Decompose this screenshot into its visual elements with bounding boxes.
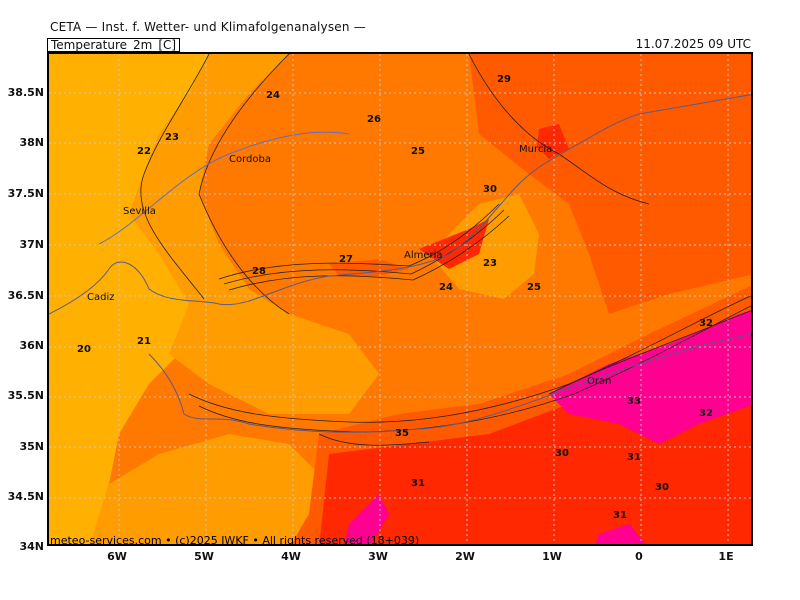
lat-label: 34.5N bbox=[7, 490, 44, 503]
field-20 bbox=[49, 54, 209, 544]
lat-label: 34N bbox=[19, 540, 44, 553]
lon-label: 1W bbox=[542, 550, 562, 563]
parameter-label: Temperature_2m_[C] bbox=[47, 38, 181, 52]
field-30-murcia bbox=[537, 124, 569, 159]
isotherm-label: 25 bbox=[527, 282, 541, 293]
isotherm-label: 32 bbox=[699, 408, 713, 419]
lon-label: 0 bbox=[635, 550, 643, 563]
parameter-bar: Temperature_2m_[C] 11.07.2025 09 UTC bbox=[47, 37, 753, 52]
isotherm-label: 26 bbox=[367, 114, 381, 125]
city-label: Cadiz bbox=[87, 292, 115, 303]
lon-label: 5W bbox=[194, 550, 214, 563]
coastline-spain bbox=[49, 94, 751, 315]
field-30-almeria bbox=[419, 219, 489, 269]
coastline-africa bbox=[148, 334, 751, 433]
temperature-map: Cordoba Sevilla Cadiz Murcia Almeria Ora… bbox=[47, 52, 753, 546]
lat-label: 35N bbox=[19, 440, 44, 453]
river bbox=[98, 131, 350, 245]
isotherm-label: 23 bbox=[483, 258, 497, 269]
field-24-south bbox=[90, 434, 319, 544]
copyright-footer: meteo-services.com • (c)2025 IWKF • All … bbox=[50, 534, 420, 547]
city-label: Almeria bbox=[404, 250, 443, 261]
lat-label: 37N bbox=[19, 238, 44, 251]
isotherm-label: 35 bbox=[395, 428, 409, 439]
isotherm-label: 33 bbox=[627, 396, 641, 407]
isotherm-label: 20 bbox=[77, 344, 91, 355]
city-label: Sevilla bbox=[123, 206, 156, 217]
map-canvas bbox=[49, 54, 751, 544]
lat-label: 36.5N bbox=[7, 289, 44, 302]
lat-label: 38N bbox=[19, 136, 44, 149]
lat-label: 35.5N bbox=[7, 389, 44, 402]
isotherm-label: 31 bbox=[411, 478, 425, 489]
isotherm-label: 30 bbox=[655, 482, 669, 493]
lon-label: 4W bbox=[281, 550, 301, 563]
lon-label: 6W bbox=[107, 550, 127, 563]
isotherm-label: 29 bbox=[497, 74, 511, 85]
city-label: Oran bbox=[587, 376, 612, 387]
isotherm-label: 24 bbox=[266, 90, 280, 101]
isotherm-label: 31 bbox=[627, 452, 641, 463]
isotherm-label: 24 bbox=[439, 282, 453, 293]
lon-label: 3W bbox=[368, 550, 388, 563]
isotherms bbox=[140, 54, 751, 446]
isotherm-label: 28 bbox=[252, 266, 266, 277]
isotherm-label: 30 bbox=[483, 184, 497, 195]
field-34-se bbox=[595, 524, 646, 544]
lon-label: 1E bbox=[718, 550, 734, 563]
isotherm-label: 25 bbox=[411, 146, 425, 157]
lat-label: 37.5N bbox=[7, 187, 44, 200]
field-24-east bbox=[429, 194, 539, 299]
isotherm-label: 31 bbox=[613, 510, 627, 521]
lat-label: 38.5N bbox=[7, 86, 44, 99]
isotherm-label: 27 bbox=[339, 254, 353, 265]
field-24 bbox=[129, 54, 379, 414]
isotherm-label: 30 bbox=[555, 448, 569, 459]
graticule bbox=[49, 54, 751, 544]
lat-label: 36N bbox=[19, 339, 44, 352]
lon-label: 2W bbox=[455, 550, 475, 563]
field-28-north bbox=[469, 54, 751, 314]
isotherm-label: 22 bbox=[137, 146, 151, 157]
isotherm-label: 32 bbox=[699, 318, 713, 329]
city-label: Cordoba bbox=[229, 154, 271, 165]
isotherm-label: 21 bbox=[137, 336, 151, 347]
valid-datetime: 11.07.2025 09 UTC bbox=[635, 37, 751, 51]
chart-title: CETA — Inst. f. Wetter- und Klimafolgena… bbox=[50, 20, 366, 34]
city-label: Murcia bbox=[519, 144, 553, 155]
field-34-east bbox=[549, 310, 751, 444]
field-34-south bbox=[344, 494, 389, 544]
isotherm-label: 23 bbox=[165, 132, 179, 143]
